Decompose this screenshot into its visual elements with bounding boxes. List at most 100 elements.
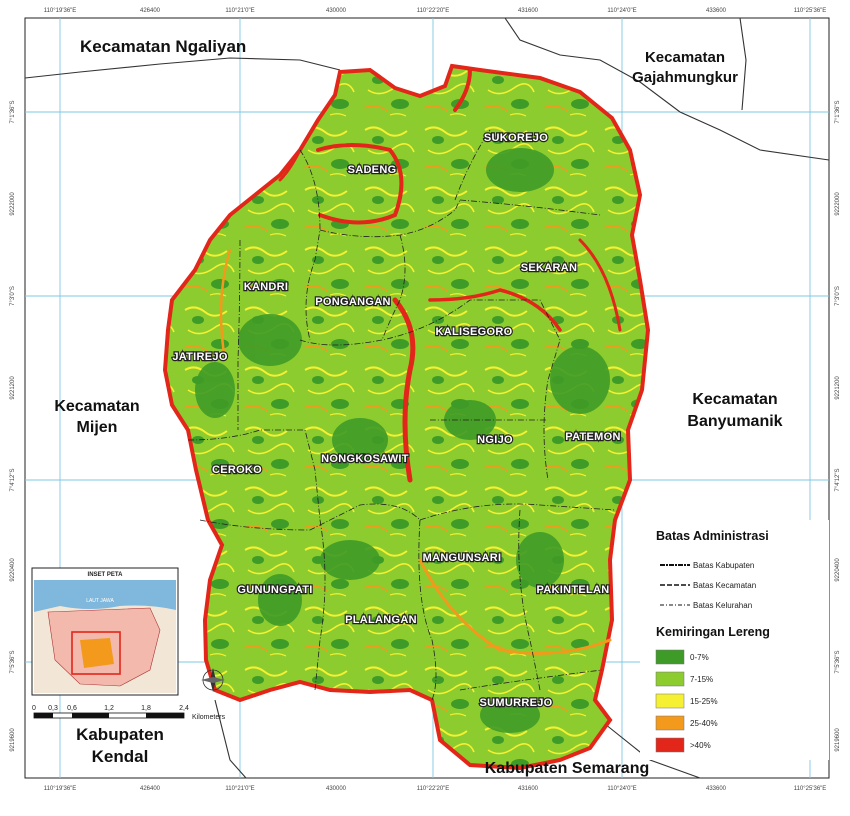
legend-swatch-2: [655, 671, 685, 687]
legend-admin-title: Batas Administrasi: [656, 529, 769, 543]
coord-bottom-9: 110°25'36"E: [794, 786, 827, 792]
coord-bottom-8: 433600: [706, 786, 727, 792]
coords-top: 110°19'36"E 426400 110°21'0"E 430000 110…: [44, 8, 827, 14]
label-nongkosawit: NONGKOSAWIT: [321, 453, 409, 465]
legend-admin-item-2: Batas Kecamatan: [693, 581, 756, 590]
label-sukorejo: SUKOREJO: [484, 132, 548, 144]
label-gajahmungkur-2: Gajahmungkur: [632, 69, 738, 86]
scale-tick-5: 1,8: [141, 705, 151, 712]
coord-left-8: 9219600: [10, 728, 16, 752]
label-sadeng: SADENG: [348, 164, 397, 176]
district-boundaries: [24, 17, 830, 779]
coord-bottom-3: 110°21'0"E: [225, 786, 254, 792]
scale-tick-1: 0: [32, 705, 36, 712]
label-kalisegoro: KALISEGORO: [436, 326, 513, 338]
legend-slope-title: Kemiringan Lereng: [656, 625, 770, 639]
flat-areas: [195, 148, 610, 733]
label-pongangan: PONGANGAN: [315, 296, 390, 308]
coords-left: 7°1'36"S 9222000 7°3'0"S 9221200 7°4'12"…: [10, 100, 16, 751]
inset-locator-box: [71, 631, 121, 675]
coord-right-4: 9221200: [835, 376, 841, 400]
scale-tick-6: 2,4: [179, 705, 189, 712]
label-jatirejo: JATIREJO: [172, 351, 228, 363]
coord-bottom-4: 430000: [326, 786, 347, 792]
legend-slope-item-5: >40%: [690, 741, 711, 750]
coord-left-6: 9220400: [10, 558, 16, 582]
coord-right-1: 7°1'36"S: [835, 100, 841, 123]
label-plalangan: PLALANGAN: [345, 614, 417, 626]
label-kandri: KANDRI: [244, 281, 289, 293]
legend-admin-item-1: Batas Kabupaten: [693, 561, 754, 570]
coord-left-7: 7°5'36"S: [10, 650, 16, 673]
coord-right-5: 7°4'12"S: [835, 468, 841, 491]
coord-bottom-6: 431600: [518, 786, 539, 792]
coord-left-5: 7°4'12"S: [10, 468, 16, 491]
coord-left-3: 7°3'0"S: [10, 286, 16, 306]
label-ngaliyan: Kecamatan Ngaliyan: [80, 37, 246, 56]
coord-bottom-2: 426400: [140, 786, 161, 792]
north-arrow-icon: [201, 668, 225, 692]
coord-right-7: 7°5'36"S: [835, 650, 841, 673]
scale-tick-3: 0,6: [67, 705, 77, 712]
inset-sea: [34, 580, 176, 612]
label-sekaran: SEKARAN: [521, 262, 578, 274]
legend-admin-item-3: Batas Kelurahan: [693, 601, 752, 610]
coord-top-4: 430000: [326, 8, 347, 14]
coord-right-8: 9219600: [835, 728, 841, 752]
legend-slope-item-2: 7-15%: [690, 675, 713, 684]
coord-top-3: 110°21'0"E: [225, 8, 254, 14]
coord-top-8: 433600: [706, 8, 727, 14]
label-gajahmungkur-1: Kecamatan: [645, 49, 725, 66]
label-mijen-1: Kecamatan: [54, 398, 139, 415]
legend-slope-item-4: 25-40%: [690, 719, 718, 728]
label-ceroko: CEROKO: [212, 464, 262, 476]
coord-left-2: 9222000: [10, 192, 16, 216]
legend: Batas Administrasi Batas Kabupaten Batas…: [640, 520, 829, 760]
scale-unit: Kilometers: [192, 714, 226, 721]
legend-slope-item-1: 0-7%: [690, 653, 709, 662]
coord-bottom-5: 110°22'20"E: [417, 786, 450, 792]
coord-top-9: 110°25'36"E: [794, 8, 827, 14]
coord-top-5: 110°22'20"E: [417, 8, 450, 14]
coord-left-4: 9221200: [10, 376, 16, 400]
legend-swatch-4: [655, 715, 685, 731]
label-banyumanik-2: Banyumanik: [687, 413, 782, 430]
coord-bottom-7: 110°24'0"E: [607, 786, 636, 792]
legend-swatch-5: [655, 737, 685, 753]
label-sumurrejo: SUMURREJO: [480, 697, 553, 709]
label-kendal-2: Kendal: [92, 747, 149, 766]
scale-tick-4: 1,2: [104, 705, 114, 712]
label-patemon: PATEMON: [565, 431, 620, 443]
inset-sea-label: LAUT JAWA: [86, 598, 114, 604]
coord-right-2: 9222000: [835, 192, 841, 216]
coord-left-1: 7°1'36"S: [10, 100, 16, 123]
coords-bottom: 110°19'36"E 426400 110°21'0"E 430000 110…: [44, 786, 827, 792]
inset-map: INSET PETA LAUT JAWA: [31, 567, 179, 696]
inset-study-area: [80, 638, 114, 668]
coord-right-6: 9220400: [835, 558, 841, 582]
scale-tick-2: 0,3: [48, 705, 58, 712]
label-semarang: Kabupaten Semarang: [485, 760, 649, 777]
kelurahan-labels: SADENG SUKOREJO KANDRI PONGANGAN SEKARAN…: [171, 131, 622, 710]
steep-slopes: [219, 68, 622, 655]
coord-right-3: 7°3'0"S: [835, 286, 841, 306]
label-banyumanik-1: Kecamatan: [692, 391, 777, 408]
coord-top-2: 426400: [140, 8, 161, 14]
coord-top-7: 110°24'0"E: [607, 8, 636, 14]
label-mijen-2: Mijen: [77, 419, 118, 436]
label-ngijo: NGIJO: [477, 434, 513, 446]
coord-bottom-1: 110°19'36"E: [44, 786, 77, 792]
label-kendal-1: Kabupaten: [76, 725, 164, 744]
legend-swatch-3: [655, 693, 685, 709]
inset-title: INSET PETA: [88, 572, 124, 578]
legend-swatch-1: [655, 649, 685, 665]
label-pakintelan: PAKINTELAN: [536, 584, 609, 596]
scale-bar: 0 0,3 0,6 1,2 1,8 2,4 Kilometers: [32, 705, 226, 721]
coord-top-6: 431600: [518, 8, 539, 14]
coord-top-1: 110°19'36"E: [44, 8, 77, 14]
label-gunungpati: GUNUNGPATI: [237, 584, 312, 596]
legend-slope-item-3: 15-25%: [690, 697, 718, 706]
label-mangunsari: MANGUNSARI: [423, 552, 502, 564]
coords-right: 7°1'36"S 9222000 7°3'0"S 9221200 7°4'12"…: [835, 100, 841, 751]
